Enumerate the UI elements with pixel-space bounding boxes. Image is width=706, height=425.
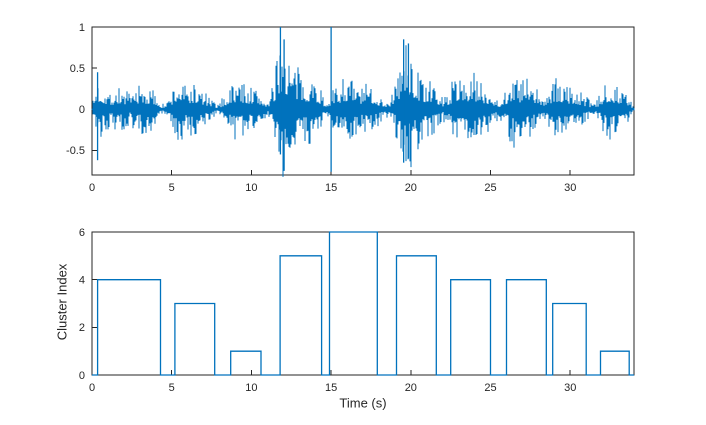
y-tick-label: 2 bbox=[79, 322, 85, 334]
y-tick-label: 0.5 bbox=[70, 63, 85, 75]
y-tick-label: 0 bbox=[79, 370, 85, 382]
x-tick-label: 30 bbox=[564, 382, 576, 394]
y-tick-label: -0.5 bbox=[66, 145, 85, 157]
y-tick-label: 1 bbox=[79, 22, 85, 34]
x-tick-label: 5 bbox=[169, 382, 175, 394]
x-tick-label: 10 bbox=[245, 182, 257, 194]
waveform-series bbox=[91, 45, 635, 177]
x-tick-label: 0 bbox=[89, 182, 95, 194]
cluster-index-chart: 0 5 10 15 20 25 30 0 2 4 6 bbox=[79, 227, 635, 394]
x-tick-label: 25 bbox=[484, 182, 496, 194]
y-tick-label: 6 bbox=[79, 227, 85, 239]
x-tick-label: 0 bbox=[89, 382, 95, 394]
x-tick-label: 5 bbox=[169, 182, 175, 194]
x-tick-label: 15 bbox=[325, 382, 337, 394]
y-axis-label: Cluster Index bbox=[54, 263, 70, 341]
waveform-chart: 0 5 10 15 20 25 30 -0.5 0 0.5 1 bbox=[66, 22, 635, 194]
y-tick-label: 4 bbox=[79, 275, 85, 287]
x-tick-label: 30 bbox=[564, 182, 576, 194]
axes-box bbox=[91, 26, 635, 176]
x-tick-label: 20 bbox=[405, 382, 417, 394]
x-tick-label: 20 bbox=[405, 182, 417, 194]
x-tick-label: 15 bbox=[325, 182, 337, 194]
x-tick-label: 25 bbox=[484, 382, 496, 394]
y-tick-label: 0 bbox=[79, 104, 85, 116]
cluster-index-series bbox=[92, 231, 634, 376]
x-axis-label: Time (s) bbox=[339, 395, 387, 411]
x-tick-label: 10 bbox=[245, 382, 257, 394]
